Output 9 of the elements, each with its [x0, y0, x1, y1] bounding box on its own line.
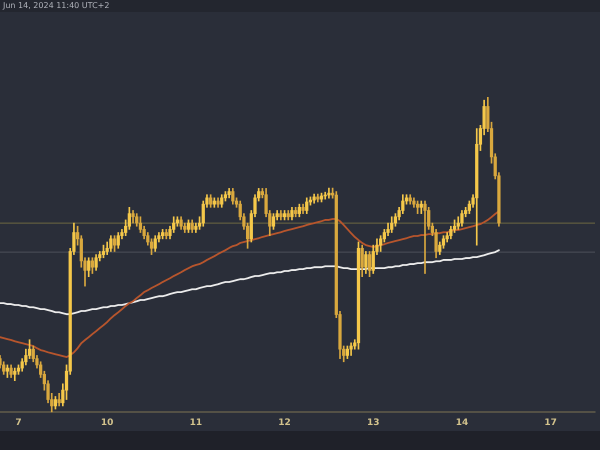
x-tick-label: 17 — [544, 418, 557, 428]
x-tick-label: 14 — [456, 418, 468, 428]
x-tick-label: 10 — [100, 418, 114, 428]
x-tick-label: 11 — [190, 418, 202, 428]
candlestick — [423, 200, 427, 274]
chart-title: Jun 14, 2024 11:40 UTC+2 — [3, 1, 110, 11]
x-tick-label: 7 — [15, 418, 22, 428]
x-tick-label: 13 — [366, 418, 380, 428]
x-tick-label: 12 — [278, 418, 291, 428]
